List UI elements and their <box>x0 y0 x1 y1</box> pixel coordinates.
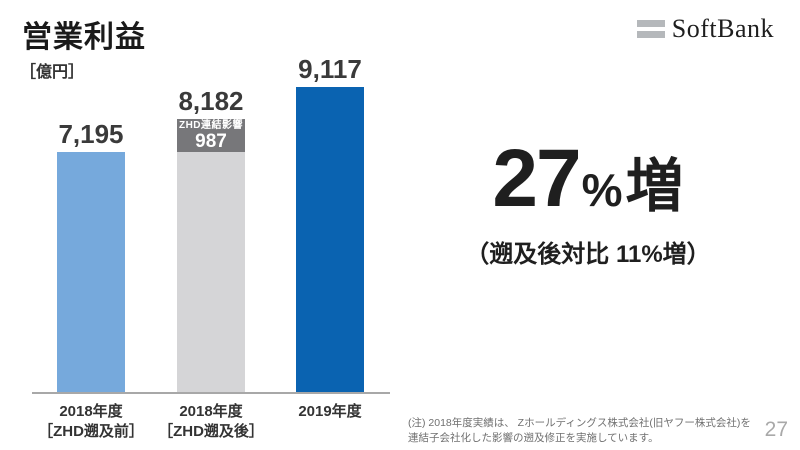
growth-percent-value: 27 <box>492 133 581 224</box>
page-number: 27 <box>764 418 788 441</box>
percent-sign: % <box>581 164 623 216</box>
chart-unit-label: ［億円］ <box>20 64 85 81</box>
footnote: (注) 2018年度実績は、 Zホールディングス株式会社(旧ヤフー株式会社)を連… <box>408 417 751 445</box>
segment-value: 987 <box>195 130 227 152</box>
growth-subline: （遡及後対比 11%増） <box>465 241 711 268</box>
zhd-consolidation-segment: ZHD連結影響 987 <box>177 119 245 152</box>
bar-value-label: 7,195 <box>58 119 124 149</box>
page-title: 営業利益 <box>22 21 146 54</box>
bar-rect-2019 <box>296 87 364 392</box>
increase-suffix: 増 <box>625 154 684 219</box>
bar-group-2018-post-restatement: 8,182 ZHD連結影響 987 <box>177 88 245 392</box>
growth-headline: 27 % 増 <box>438 138 738 220</box>
softbank-logo-text: SoftBank <box>671 14 774 43</box>
x-axis-label-2018-pre: 2018年度 ［ZHD遡及前］ <box>38 403 144 440</box>
bar-rect-2018-pre <box>57 152 125 392</box>
bar-group-2019: 9,117 <box>296 56 364 392</box>
bar-value-label: 8,182 <box>178 86 244 116</box>
bar-group-2018-pre-restatement: 7,195 <box>57 121 125 392</box>
softbank-double-bar-icon <box>636 20 665 38</box>
segment-label: ZHD連結影響 <box>178 119 244 131</box>
bar-value-label: 9,117 <box>298 54 362 84</box>
softbank-logo: SoftBank <box>636 14 774 44</box>
bar-chart: 7,195 8,182 ZHD連結影響 987 9,117 2018年度 <box>32 56 390 440</box>
x-axis-label-2019: 2019年度 <box>298 403 362 420</box>
bar-rect-2018-post: ZHD連結影響 987 <box>177 119 245 392</box>
growth-callout: 27 % 増 （遡及後対比 11%増） <box>438 138 738 269</box>
x-axis-label-2018-post: 2018年度 ［ZHD遡及後］ <box>158 403 264 440</box>
